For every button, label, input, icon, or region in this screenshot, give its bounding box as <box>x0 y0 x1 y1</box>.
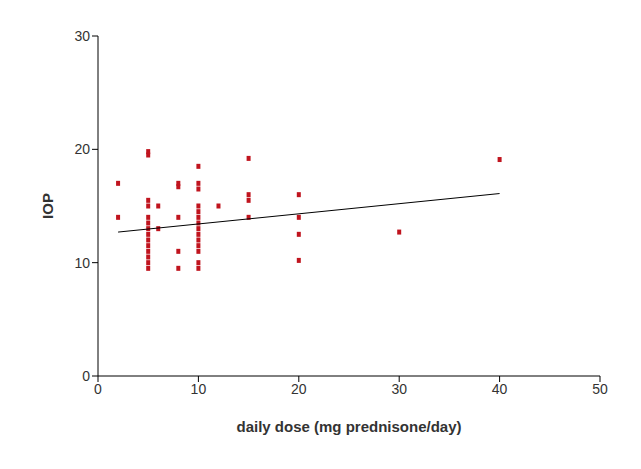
svg-text:0: 0 <box>82 368 90 384</box>
svg-text:20: 20 <box>74 141 90 157</box>
svg-text:10: 10 <box>74 255 90 271</box>
svg-text:50: 50 <box>592 381 608 397</box>
svg-text:IOP: IOP <box>39 193 56 219</box>
svg-text:30: 30 <box>391 381 407 397</box>
svg-text:0: 0 <box>94 381 102 397</box>
svg-text:20: 20 <box>291 381 307 397</box>
svg-text:10: 10 <box>191 381 207 397</box>
svg-text:30: 30 <box>74 28 90 44</box>
svg-text:daily dose (mg prednisone/day): daily dose (mg prednisone/day) <box>236 418 461 435</box>
svg-text:40: 40 <box>492 381 508 397</box>
